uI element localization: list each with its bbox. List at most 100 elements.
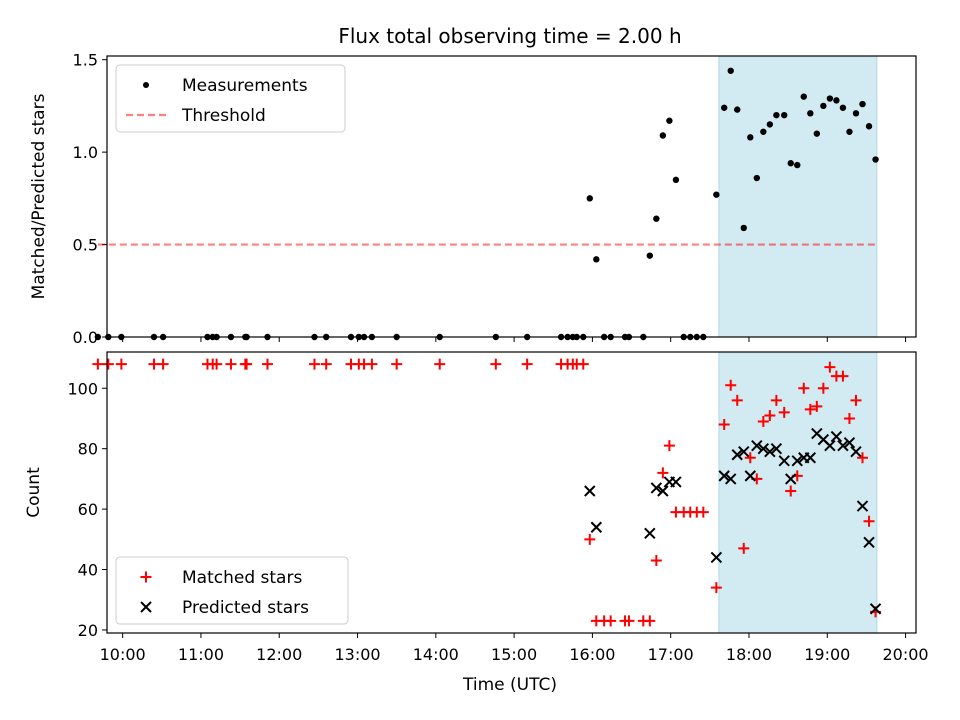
measurement-point: [666, 117, 673, 124]
matched-star-point: [725, 379, 737, 391]
matched-star-point: [663, 440, 675, 452]
predicted-star-point: [804, 452, 817, 464]
predicted-star-point: [863, 536, 875, 549]
predicted-star-point: [744, 470, 756, 482]
matched-star-point: [657, 467, 669, 479]
predicted-star-point: [869, 603, 882, 615]
y-tick-label: 100: [67, 379, 98, 398]
matched-star-point: [811, 400, 823, 412]
matched-star-point: [434, 358, 446, 370]
matched-star-point: [241, 358, 253, 370]
matched-star-point: [757, 415, 769, 427]
matched-star-point: [731, 394, 743, 406]
predicted-star-point: [824, 439, 836, 452]
x-tick-label: 18:00: [726, 645, 772, 664]
predicted-star-point: [856, 500, 869, 512]
matched-star-point: [577, 358, 589, 370]
measurement-point: [766, 121, 774, 128]
measurement-point: [820, 102, 827, 110]
predicted-star-point: [657, 485, 669, 497]
x-tick-label: 12:00: [256, 645, 302, 664]
predicted-star-point: [843, 436, 856, 449]
matched-star-point: [770, 394, 782, 406]
y-axis-label: Count: [24, 467, 44, 518]
predicted-star-point: [778, 455, 790, 467]
measurement-point: [800, 93, 807, 100]
matched-star-point: [857, 452, 869, 464]
measurement-point: [859, 100, 866, 108]
matched-star-point: [778, 406, 790, 418]
axes-frame: [106, 55, 917, 338]
x-tick-label: 16:00: [569, 645, 615, 664]
predicted-star-point: [670, 476, 682, 488]
measurement-point: [753, 174, 761, 182]
predicted-star-point: [650, 482, 663, 494]
measurement-point: [713, 191, 720, 198]
predicted-star-point: [710, 551, 723, 564]
matched-star-point: [102, 358, 114, 370]
legend-label: Predicted stars: [182, 598, 309, 618]
matched-star-point: [157, 358, 169, 370]
measurement-point: [794, 161, 801, 169]
x-tick-label: 14:00: [413, 645, 459, 664]
matched-star-point: [850, 394, 862, 406]
y-tick-label: 60: [78, 500, 98, 519]
x-tick-label: 20:00: [883, 645, 929, 664]
matched-star-point: [490, 358, 502, 370]
legend: Measurements Threshold: [115, 64, 346, 133]
measurement-point: [653, 215, 660, 222]
ratio-panel: 0.0 0.5 1.0 1.5 Matched/Predicted stars Measu…: [29, 51, 917, 347]
measurement-point: [734, 106, 741, 113]
matched-star-point: [843, 412, 855, 424]
x-axis-label: Time (UTC): [462, 675, 557, 695]
figure-title: Flux total observing time = 2.00 h: [338, 24, 681, 48]
measurement-point: [813, 130, 821, 137]
predicted-star-point: [791, 455, 803, 467]
measurement-point: [787, 160, 794, 167]
measurement-point: [720, 104, 728, 111]
matched-star-point: [261, 358, 273, 370]
measurement-point: [747, 134, 754, 141]
measurement-point: [586, 195, 593, 202]
matched-star-point: [824, 361, 836, 373]
measurement-point: [872, 156, 879, 163]
measurement-point: [94, 333, 102, 341]
measurement-point: [672, 176, 680, 184]
measurement-point: [865, 123, 873, 130]
matched-star-point: [738, 542, 750, 554]
measurement-point: [593, 256, 600, 263]
matched-star-point: [697, 506, 709, 518]
axes-frame: [106, 351, 917, 634]
y-tick-label: 40: [78, 561, 98, 580]
matched-star-point: [650, 554, 662, 566]
predicted-star-point: [751, 439, 763, 452]
predicted-star-point: [644, 527, 656, 539]
matched-star-point: [863, 515, 875, 527]
predicted-star-point: [757, 442, 770, 455]
matched-star-point: [817, 382, 829, 394]
legend-label: Matched stars: [182, 568, 302, 588]
matched-star-point: [785, 485, 797, 497]
measurement-point: [852, 110, 860, 117]
legend-box: [115, 64, 346, 133]
count-panel: 20 40 60 80 100 10:00 11:00 12:00 13:00 14:00 15:0…: [24, 351, 929, 664]
matched-star-point: [764, 409, 776, 421]
matched-star-point: [623, 615, 635, 627]
matched-star-point: [391, 358, 403, 370]
predicted-star-point: [590, 521, 603, 533]
y-tick-label: 80: [78, 440, 98, 459]
legend-marker-predicted: [140, 601, 152, 613]
matched-star-point: [804, 403, 816, 415]
measurement-point: [807, 110, 814, 117]
measurement-point: [727, 67, 734, 74]
predicted-star-point: [770, 442, 783, 455]
y-tick-label: 0.5: [73, 236, 98, 255]
y-tick-label: 1.0: [73, 143, 98, 162]
predicted-star-point: [785, 473, 797, 485]
predicted-star-point: [850, 446, 862, 458]
legend-marker-matched: [140, 571, 152, 583]
predicted-star-point: [718, 470, 730, 482]
measurement-point: [781, 111, 788, 119]
x-tick-label: 15:00: [491, 645, 537, 664]
